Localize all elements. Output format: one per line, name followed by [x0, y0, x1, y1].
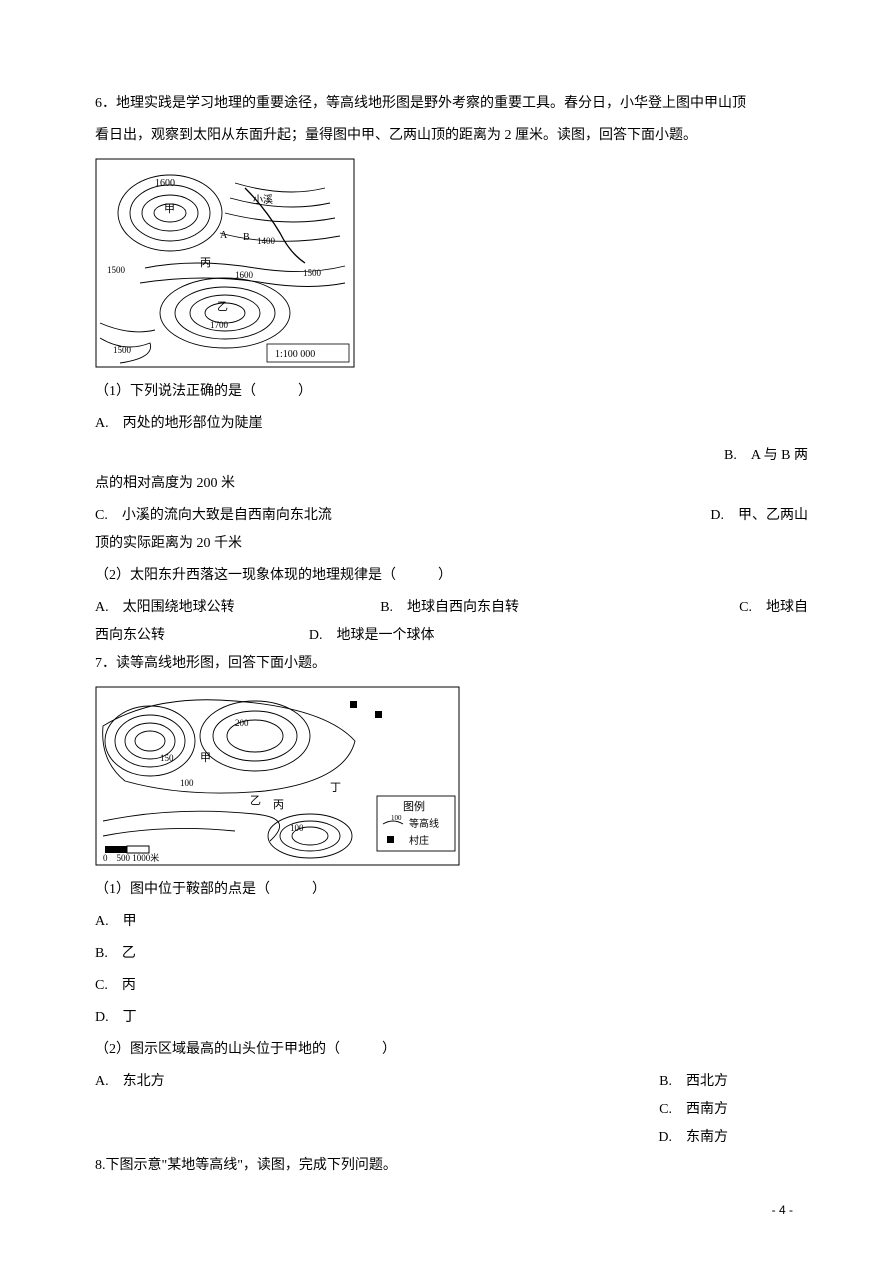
q7-p2-stem: （2）图示区域最高的山头位于甲地的（ ）	[95, 1036, 808, 1064]
q7-p2-A: A. 东北方	[95, 1068, 165, 1096]
q6-intro-line1: 6．地理实践是学习地理的重要途径，等高线地形图是野外考察的重要工具。春分日，小华…	[95, 90, 808, 118]
svg-text:100: 100	[290, 823, 304, 833]
svg-text:甲: 甲	[164, 203, 175, 215]
svg-text:1500: 1500	[113, 345, 132, 355]
svg-text:等高线: 等高线	[409, 817, 439, 830]
svg-text:甲: 甲	[200, 752, 211, 764]
svg-text:乙: 乙	[217, 300, 228, 313]
svg-text:丁: 丁	[330, 782, 341, 794]
q7-contour-map: 甲 乙 丙 丁 100 150 200 100 图例 100 等高线 村庄 0 …	[95, 686, 460, 866]
svg-text:丙: 丙	[200, 257, 211, 269]
svg-text:图例: 图例	[403, 799, 425, 813]
svg-text:村庄: 村庄	[409, 834, 429, 847]
q8-intro: 8.下图示意"某地等高线"，读图，完成下列问题。	[95, 1152, 808, 1180]
svg-text:小溪: 小溪	[253, 194, 273, 206]
q6-figure: 1600 甲 小溪 A B 1400 丙 1500 1600 1500 乙 17…	[95, 158, 808, 368]
svg-text:1600: 1600	[235, 270, 254, 280]
q7-p1-B: B. 乙	[95, 940, 808, 968]
svg-text:乙: 乙	[250, 794, 261, 807]
svg-text:200: 200	[235, 718, 249, 728]
svg-text:150: 150	[160, 753, 174, 763]
q6-p1-optD-cont: 顶的实际距离为 20 千米	[95, 530, 808, 558]
svg-text:1500: 1500	[303, 268, 322, 278]
page-number: - 4 -	[772, 1198, 793, 1222]
q7-p1-C: C. 丙	[95, 972, 808, 1000]
svg-text:1:100 000: 1:100 000	[275, 349, 315, 360]
svg-text:1700: 1700	[210, 320, 229, 330]
q7-p1-stem: （1）图中位于鞍部的点是（ ）	[95, 876, 808, 904]
q7-p1-A: A. 甲	[95, 908, 808, 936]
q7-p2-B: B. 西北方	[659, 1068, 728, 1096]
q6-intro-line2: 看日出，观察到太阳从东面升起；量得图中甲、乙两山顶的距离为 2 厘米。读图，回答…	[95, 122, 808, 150]
svg-text:丙: 丙	[273, 799, 284, 811]
svg-text:A: A	[220, 230, 228, 241]
q6-p2-optD: D. 地球是一个球体	[309, 622, 435, 650]
q6-p1-optB-cont: 点的相对高度为 200 米	[95, 470, 808, 498]
q7-p2-D: D. 东南方	[658, 1124, 728, 1152]
q6-p1-optC: C. 小溪的流向大致是自西南向东北流	[95, 502, 332, 530]
q6-p2-stem: （2）太阳东升西落这一现象体现的地理规律是（ ）	[95, 562, 808, 590]
q7-intro: 7．读等高线地形图，回答下面小题。	[95, 650, 808, 678]
q7-p2-C: C. 西南方	[659, 1096, 728, 1124]
q6-p2-optC: C. 地球自	[739, 594, 808, 622]
q6-p2-optA: A. 太阳围绕地球公转	[95, 594, 380, 622]
q6-p1-stem: （1）下列说法正确的是（ ）	[95, 378, 808, 406]
svg-text:1600: 1600	[155, 178, 175, 189]
svg-text:1400: 1400	[257, 236, 276, 246]
q6-p1-optB: B. A 与 B 两	[724, 442, 808, 470]
q6-contour-map: 1600 甲 小溪 A B 1400 丙 1500 1600 1500 乙 17…	[95, 158, 355, 368]
svg-text:100: 100	[391, 814, 402, 822]
q6-p2-optC-cont: 西向东公转	[95, 622, 309, 650]
svg-text:1500: 1500	[107, 265, 126, 275]
q7-p1-D: D. 丁	[95, 1004, 808, 1032]
svg-text:0 500 1000米: 0 500 1000米	[103, 852, 159, 863]
q6-p1-optA: A. 丙处的地形部位为陡崖	[95, 410, 808, 438]
svg-text:B: B	[243, 232, 250, 243]
q6-p1-optD: D. 甲、乙两山	[710, 502, 808, 530]
q6-p2-optB: B. 地球自西向东自转	[380, 594, 651, 622]
svg-text:100: 100	[180, 778, 194, 788]
q7-figure: 甲 乙 丙 丁 100 150 200 100 图例 100 等高线 村庄 0 …	[95, 686, 808, 866]
